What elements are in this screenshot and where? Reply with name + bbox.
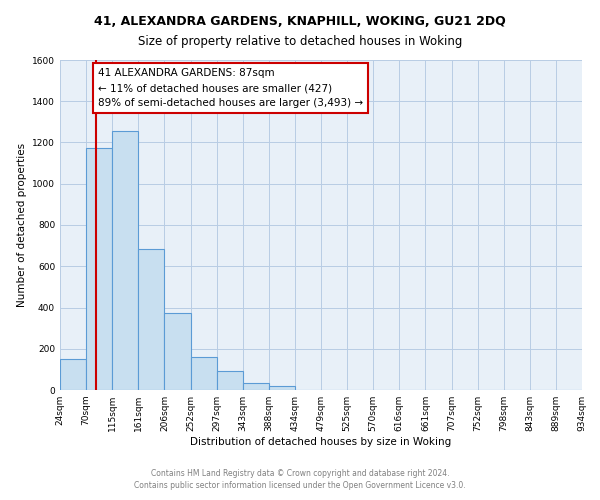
Text: Size of property relative to detached houses in Woking: Size of property relative to detached ho…: [138, 35, 462, 48]
Bar: [139, 248, 164, 390]
Bar: [191, 357, 217, 390]
Bar: [112, 131, 139, 390]
Text: 41, ALEXANDRA GARDENS, KNAPHILL, WOKING, GU21 2DQ: 41, ALEXANDRA GARDENS, KNAPHILL, WOKING,…: [94, 15, 506, 28]
Text: Contains HM Land Registry data © Crown copyright and database right 2024.
Contai: Contains HM Land Registry data © Crown c…: [134, 468, 466, 490]
Bar: [217, 372, 243, 390]
Bar: [164, 312, 191, 390]
Y-axis label: Number of detached properties: Number of detached properties: [17, 143, 26, 307]
X-axis label: Distribution of detached houses by size in Woking: Distribution of detached houses by size …: [190, 437, 452, 447]
Bar: [86, 148, 112, 390]
Bar: [269, 386, 295, 390]
Bar: [60, 359, 86, 390]
Text: 41 ALEXANDRA GARDENS: 87sqm
← 11% of detached houses are smaller (427)
89% of se: 41 ALEXANDRA GARDENS: 87sqm ← 11% of det…: [98, 68, 363, 108]
Bar: [242, 383, 269, 390]
